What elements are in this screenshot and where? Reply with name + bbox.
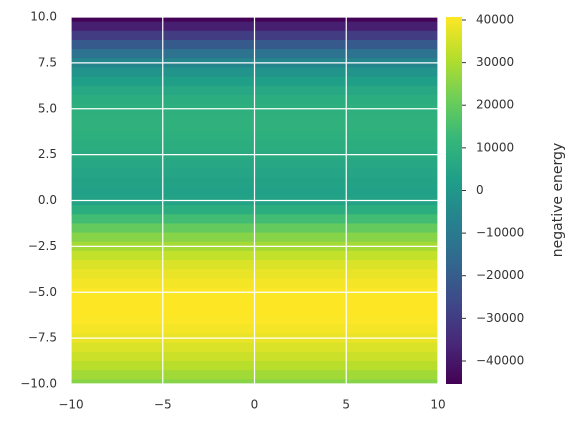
- x-tick-label: −10: [58, 398, 83, 412]
- y-tick-label: −5.0: [28, 285, 57, 299]
- colorbar-tick-label: 10000: [476, 140, 514, 154]
- colorbar-tick-label: −10000: [476, 226, 524, 240]
- y-tick-label: −10.0: [20, 377, 57, 391]
- colorbar-tick-label: 0: [476, 183, 484, 197]
- x-tick-label: 10: [430, 398, 445, 412]
- x-tick-label: 5: [342, 398, 350, 412]
- colorbar-tick-label: −20000: [476, 268, 524, 282]
- x-tick-label: −5: [154, 398, 172, 412]
- y-tick-label: −2.5: [28, 239, 57, 253]
- x-tick-label: 0: [251, 398, 259, 412]
- y-tick-label: 7.5: [38, 55, 57, 69]
- y-tick-label: −7.5: [28, 331, 57, 345]
- y-tick-label: 10.0: [30, 10, 57, 24]
- colorbar-tick-label: −30000: [476, 311, 524, 325]
- y-tick-label: 5.0: [38, 101, 57, 115]
- y-tick-label: 2.5: [38, 147, 57, 161]
- colorbar-tick-label: 30000: [476, 55, 514, 69]
- colorbar-tick-label: −40000: [476, 353, 524, 367]
- colorbar: [446, 17, 462, 384]
- colorbar-tick-label: 40000: [476, 12, 514, 26]
- colorbar-label: negative energy: [550, 143, 566, 257]
- colorbar-tick-label: 20000: [476, 98, 514, 112]
- y-tick-label: 0.0: [38, 193, 57, 207]
